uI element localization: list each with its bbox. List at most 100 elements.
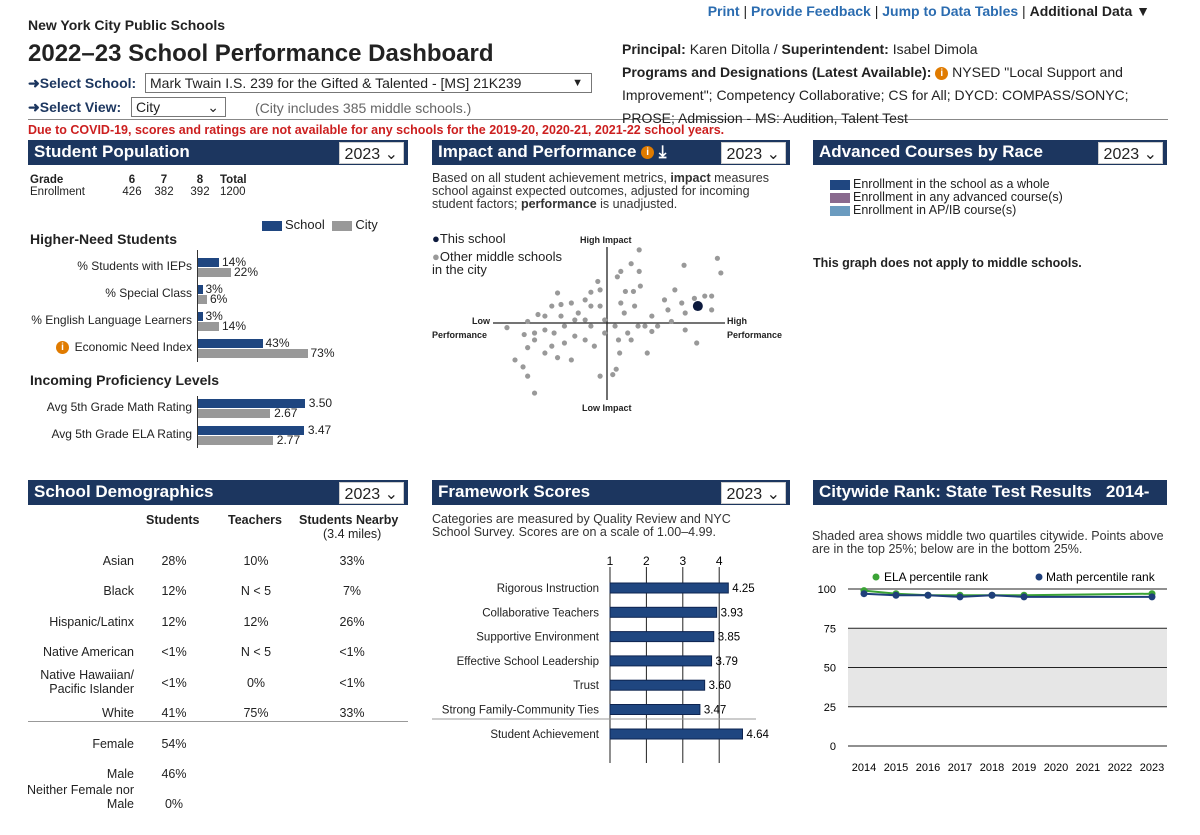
impact-scatter-plot	[493, 247, 725, 400]
print-link[interactable]: Print	[707, 3, 740, 19]
cell-n: 33%	[339, 554, 365, 568]
x-tick-label: 2023	[1140, 762, 1164, 774]
covid-notice: Due to COVID-19, scores and ratings are …	[28, 123, 725, 137]
year-select[interactable]: 2023 ⌄	[720, 142, 786, 164]
legend-label: Math percentile rank	[1046, 570, 1156, 584]
row-label: Native Hawaiian/ Pacific Islander	[40, 668, 134, 696]
cell-t: N < 5	[240, 645, 272, 659]
row-label: Black	[103, 584, 134, 598]
year-select[interactable]: 2023 ⌄	[338, 482, 404, 504]
separator: |	[874, 3, 879, 19]
nearby-distance: (3.4 miles)	[323, 527, 382, 541]
low-impact-label: Low Impact	[582, 403, 632, 413]
y-tick-label: 0	[830, 741, 836, 753]
x-tick-label: 2018	[980, 762, 1004, 774]
other-school-point	[561, 340, 568, 346]
y-tick-label: 25	[824, 702, 836, 714]
legend-item: Enrollment in AP/IB course(s)	[830, 204, 1063, 217]
other-school-point	[575, 310, 581, 316]
school-swatch	[262, 220, 282, 231]
other-school-point	[542, 313, 548, 319]
other-school-point	[554, 290, 561, 296]
feedback-link[interactable]: Provide Feedback	[751, 3, 871, 19]
year-select[interactable]: 2023 ⌄	[720, 482, 786, 504]
high-performance-label: High	[727, 316, 747, 326]
citywide-rank-chart: 100 75 50 25 0 2014 2015 2016 2017 2018 2019 2020 20…	[818, 570, 1167, 774]
select-view-label: ➜Select View:	[28, 99, 122, 115]
bar-label: Avg 5th Grade Math Rating	[46, 400, 192, 414]
legend-label: Enrollment in any advanced course(s)	[853, 190, 1063, 204]
cell-t: 75%	[243, 706, 269, 720]
year-select[interactable]: 2023 ⌄	[1097, 142, 1163, 164]
cell: 1200	[220, 186, 246, 198]
cell-t: 10%	[243, 554, 269, 568]
superintendent-name: Isabel Dimola	[892, 41, 978, 57]
data-point	[892, 591, 900, 599]
cell-t: 0%	[246, 676, 266, 690]
other-school-point	[588, 303, 594, 309]
score-label: 4.25	[732, 583, 754, 595]
other-school-point	[622, 288, 628, 295]
other-school-point	[531, 337, 538, 343]
students-header: Students	[146, 513, 200, 527]
legend-other-schools: Other middle schools in the city	[432, 249, 562, 277]
impact-header: Impact and Performance i ⤓ 2023 ⌄	[432, 140, 790, 165]
city-bar	[198, 409, 271, 418]
school-select[interactable]: Mark Twain I.S. 239 for the Gifted & Tal…	[145, 73, 592, 93]
additional-data-menu[interactable]: Additional Data ▼	[1029, 3, 1150, 19]
tick-label: 4	[716, 555, 723, 568]
info-icon[interactable]: i	[935, 66, 949, 80]
high-performance-label-2: Performance	[727, 330, 783, 340]
legend-marker	[1035, 573, 1043, 581]
chevron-down-icon: ⌄	[207, 99, 219, 115]
cell-n: <1%	[339, 676, 365, 690]
panel-title: School Demographics	[34, 482, 214, 501]
bar-label: % Students with IEPs	[77, 259, 192, 273]
score-label: 3.93	[721, 607, 743, 619]
year-select[interactable]: 2023 ⌄	[338, 142, 404, 164]
dropdown-arrow-icon: ▼	[572, 77, 583, 89]
panel-title: Citywide Rank: State Test Results	[819, 482, 1092, 501]
x-tick-label: 2017	[948, 762, 972, 774]
other-school-point	[709, 293, 715, 299]
other-school-point	[615, 337, 622, 343]
year-value: 2023	[1103, 146, 1140, 163]
score-bar	[609, 728, 743, 740]
impact-description: Based on all student achievement metrics…	[432, 172, 792, 211]
cell: 426	[122, 186, 142, 198]
cell: 382	[154, 186, 174, 198]
gender-label: Female	[92, 737, 134, 751]
other-school-point	[597, 373, 603, 379]
download-icon[interactable]: ⤓	[658, 142, 667, 161]
other-school-point	[668, 318, 674, 325]
school-bar	[198, 312, 203, 321]
category-label: Collaborative Teachers	[482, 607, 599, 619]
other-school-point	[602, 317, 608, 323]
city-value: 14%	[222, 319, 247, 333]
info-icon[interactable]: i	[641, 146, 655, 160]
panel-title: Impact and Performance	[438, 142, 637, 161]
page-title: 2022–23 School Performance Dashboard	[28, 40, 494, 67]
jump-data-tables-link[interactable]: Jump to Data Tables	[882, 3, 1019, 19]
view-select-value: City	[136, 99, 161, 115]
other-school-point	[542, 327, 548, 333]
org-name: New York City Public Schools	[28, 17, 226, 33]
school-value: 14%	[222, 255, 247, 269]
score-bar	[609, 679, 706, 691]
data-point	[956, 593, 964, 601]
view-select[interactable]: City ⌄	[131, 97, 226, 117]
data-point	[1020, 593, 1028, 601]
info-icon[interactable]: i	[56, 341, 69, 354]
other-school-point	[709, 307, 715, 313]
other-school-point	[702, 293, 708, 299]
citywide-rank-header: Citywide Rank: State Test Results 2014-	[813, 480, 1167, 505]
other-school-point	[591, 343, 597, 349]
separator: |	[1022, 3, 1026, 19]
score-label: 3.85	[718, 632, 740, 644]
data-point	[860, 590, 868, 598]
legend-this-school: This school	[439, 231, 506, 246]
gender-label: Male	[106, 767, 134, 781]
school-value: 3%	[205, 309, 223, 323]
category-label: Rigorous Instruction	[497, 583, 599, 595]
school-bar	[198, 258, 219, 267]
